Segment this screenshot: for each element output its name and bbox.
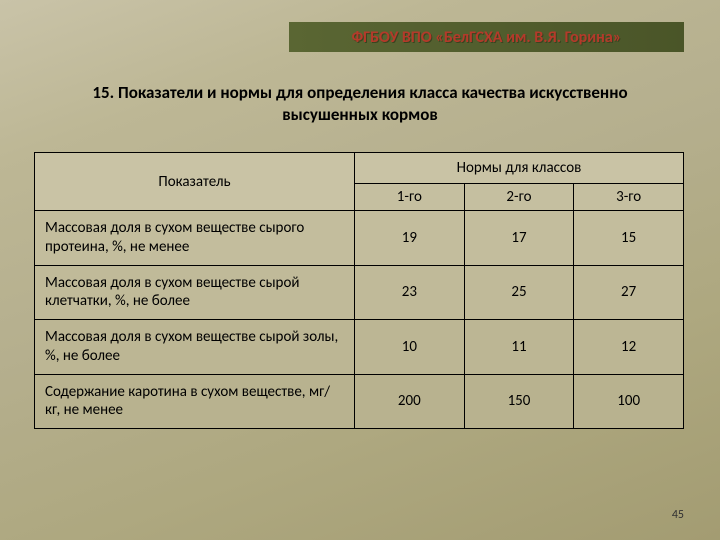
col-header-class2: 2-го [464, 184, 574, 211]
value-cell: 100 [574, 374, 684, 429]
col-header-class1: 1-го [355, 184, 465, 211]
indicator-cell: Содержание каротина в сухом веществе, мг… [35, 374, 355, 429]
table-row: Массовая доля в сухом веществе сырого пр… [35, 211, 684, 266]
col-header-indicator: Показатель [35, 153, 355, 211]
value-cell: 15 [574, 211, 684, 266]
value-cell: 10 [355, 320, 465, 375]
value-cell: 17 [464, 211, 574, 266]
value-cell: 23 [355, 265, 465, 320]
value-cell: 11 [464, 320, 574, 375]
value-cell: 27 [574, 265, 684, 320]
table-row: Содержание каротина в сухом веществе, мг… [35, 374, 684, 429]
indicator-cell: Массовая доля в сухом веществе сырой кле… [35, 265, 355, 320]
col-header-norms: Нормы для классов [355, 153, 684, 184]
value-cell: 12 [574, 320, 684, 375]
value-cell: 200 [355, 374, 465, 429]
institution-banner: ФГБОУ ВПО «БелГСХА им. В.Я. Горина» [289, 22, 684, 52]
slide-title: 15. Показатели и нормы для определения к… [0, 82, 720, 126]
institution-name: ФГБОУ ВПО «БелГСХА им. В.Я. Горина» [352, 28, 622, 47]
page-number: 45 [672, 508, 684, 522]
value-cell: 25 [464, 265, 574, 320]
norms-table-container: Показатель Нормы для классов 1-го 2-го 3… [34, 152, 684, 429]
table-row: Массовая доля в сухом веществе сырой кле… [35, 265, 684, 320]
table-row: Массовая доля в сухом веществе сырой зол… [35, 320, 684, 375]
col-header-class3: 3-го [574, 184, 684, 211]
indicator-cell: Массовая доля в сухом веществе сырого пр… [35, 211, 355, 266]
value-cell: 19 [355, 211, 465, 266]
value-cell: 150 [464, 374, 574, 429]
norms-table: Показатель Нормы для классов 1-го 2-го 3… [34, 152, 684, 429]
indicator-cell: Массовая доля в сухом веществе сырой зол… [35, 320, 355, 375]
